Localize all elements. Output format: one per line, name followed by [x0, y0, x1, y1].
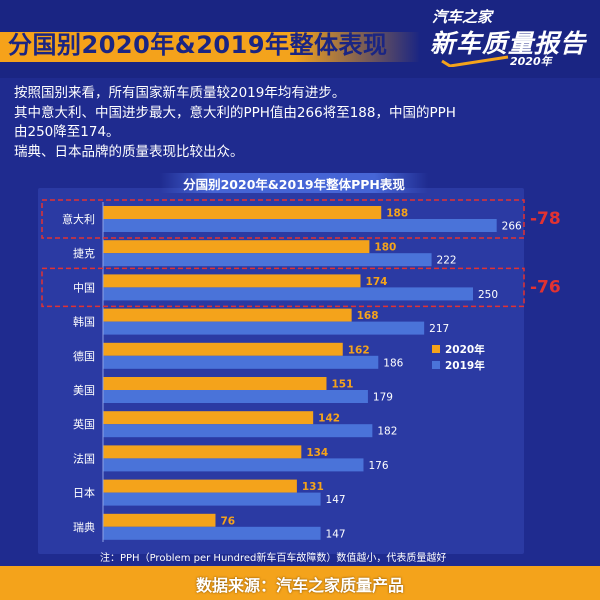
highlight-box — [41, 267, 525, 308]
data-label-2020: 151 — [331, 379, 353, 391]
chart-title: 分国别2020年&2019年整体PPH表现 — [183, 177, 405, 192]
highlight-box — [41, 199, 525, 239]
data-label-2019: 179 — [373, 392, 393, 404]
data-label-2020: 162 — [348, 344, 370, 356]
category-label: 德国 — [73, 349, 95, 363]
summary-line: 瑞典、日本品牌的质量表现比较出众。 — [14, 143, 244, 160]
summary-line: 由250降至174。 — [14, 124, 120, 140]
legend-label: 2020年 — [445, 343, 485, 356]
bar-2020 — [103, 274, 361, 288]
bar-2020 — [103, 479, 297, 493]
data-label-2019: 222 — [437, 255, 457, 267]
data-label-2020: 134 — [306, 447, 328, 459]
header: 分国别2020年&2019年整体表现 汽车之家 新车质量报告 2020年 — [0, 0, 600, 78]
bar-2019 — [103, 458, 364, 472]
logo-line1: 汽车之家 — [432, 8, 493, 26]
brand-logo: 汽车之家 新车质量报告 2020年 — [430, 6, 590, 74]
bar-2020 — [103, 445, 302, 459]
data-label-2019: 147 — [326, 528, 346, 540]
bar-2019 — [103, 253, 432, 267]
page-title: 分国别2020年&2019年整体表现 — [8, 31, 388, 59]
bar-2020 — [103, 377, 327, 390]
data-label-2019: 186 — [383, 357, 403, 369]
data-label-2019: 147 — [326, 494, 346, 506]
bar-2020 — [103, 308, 352, 322]
bar-2019 — [103, 492, 321, 506]
legend-label: 2019年 — [445, 359, 485, 372]
bar-2019 — [103, 390, 368, 403]
category-label: 英国 — [73, 417, 95, 431]
category-label: 捷克 — [73, 246, 95, 260]
data-label-2020: 188 — [386, 208, 408, 220]
data-label-2019: 250 — [478, 289, 498, 301]
summary-line: 按照国别来看，所有国家新车质量较2019年均有进步。 — [14, 85, 346, 101]
category-label: 法国 — [73, 451, 95, 465]
data-label-2019: 266 — [502, 221, 522, 233]
data-label-2019: 176 — [368, 460, 388, 472]
data-label-2020: 76 — [220, 515, 235, 527]
data-label-2020: 131 — [302, 481, 324, 493]
data-source: 数据来源：汽车之家质量产品 — [195, 576, 404, 595]
bar-2020 — [103, 411, 314, 425]
chart-title-banner — [160, 173, 428, 193]
category-label: 意大利 — [62, 212, 95, 226]
legend-swatch — [432, 361, 440, 369]
category-label: 瑞典 — [73, 520, 95, 534]
bar-2019 — [103, 287, 473, 301]
bar-2020 — [103, 240, 370, 254]
data-label-2020: 168 — [357, 310, 379, 322]
bar-2020 — [103, 342, 343, 356]
logo-swoosh-icon — [441, 55, 509, 67]
data-label-2020: 174 — [366, 276, 388, 288]
change-annotation: -76 — [530, 277, 561, 297]
category-label: 日本 — [73, 486, 95, 500]
summary-line: 其中意大利、中国进步最大，意大利的PPH值由266将至188，中国的PPH — [14, 104, 456, 121]
data-label-2019: 217 — [429, 323, 449, 335]
bar-2019 — [103, 526, 321, 540]
change-annotation: -78 — [530, 209, 561, 229]
footer-bar — [0, 566, 600, 600]
logo-line3: 2020年 — [510, 55, 552, 68]
data-label-2019: 182 — [377, 426, 397, 438]
logo-line2: 新车质量报告 — [430, 29, 587, 58]
bar-2019 — [103, 219, 497, 232]
bar-2019 — [103, 424, 373, 438]
footnote: 注：PPH（Problem per Hundred新车百车故障数）数值越小，代表… — [100, 553, 447, 564]
legend-swatch — [432, 345, 440, 353]
data-label-2020: 180 — [374, 242, 396, 254]
bar-2019 — [103, 355, 379, 369]
title-banner — [0, 32, 420, 62]
bar-2019 — [103, 321, 425, 335]
data-label-2020: 142 — [318, 413, 340, 425]
category-label: 中国 — [73, 281, 95, 294]
category-label: 韩国 — [73, 315, 95, 329]
bar-2020 — [103, 206, 382, 219]
category-label: 美国 — [73, 384, 95, 397]
summary-text: 按照国别来看，所有国家新车质量较2019年均有进步。 其中意大利、中国进步最大，… — [14, 84, 594, 162]
bar-2020 — [103, 513, 216, 527]
